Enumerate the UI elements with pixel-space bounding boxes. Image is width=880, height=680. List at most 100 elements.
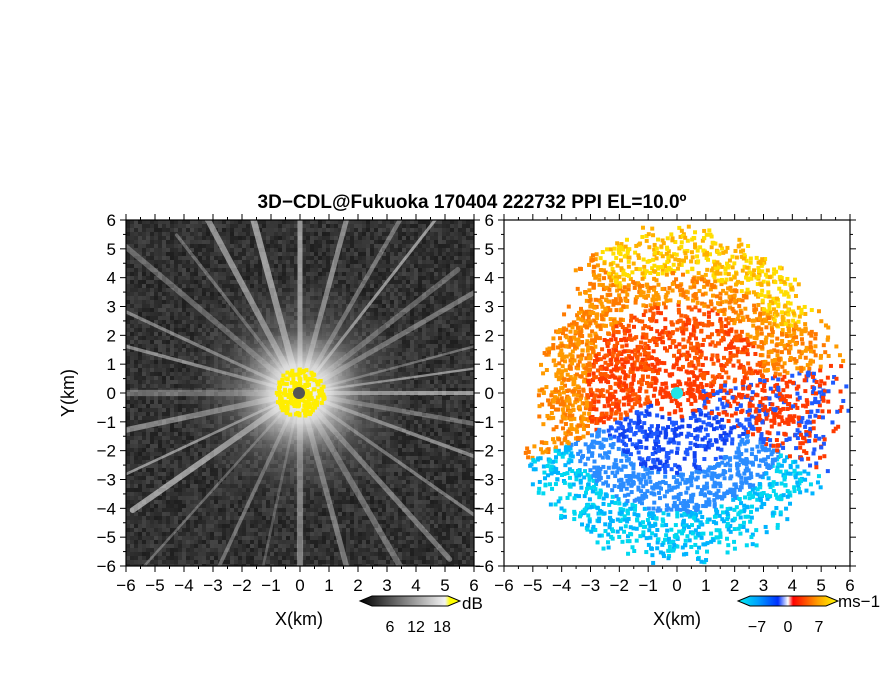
noise-cell: [158, 516, 162, 520]
noise-cell: [158, 544, 162, 548]
noise-cell: [130, 236, 134, 240]
noise-cell: [134, 564, 138, 566]
noise-cell: [234, 220, 238, 224]
noise-cell: [150, 292, 154, 296]
noise-cell: [162, 512, 166, 516]
noise-cell: [154, 236, 158, 240]
noise-cell: [138, 252, 142, 256]
noise-cell: [170, 544, 174, 548]
noise-cell: [154, 512, 158, 516]
noise-cell: [178, 432, 182, 436]
noise-cell: [230, 292, 234, 296]
noise-cell: [126, 440, 130, 444]
noise-cell: [134, 512, 138, 516]
noise-cell: [170, 536, 174, 540]
noise-cell: [222, 532, 226, 536]
noise-cell: [178, 480, 182, 484]
noise-cell: [302, 264, 306, 268]
noise-cell: [346, 252, 350, 256]
noise-cell: [246, 240, 250, 244]
figure-title: 3D−CDL@Fukuoka 170404 222732 PPI EL=10.0…: [258, 192, 687, 213]
noise-cell: [162, 508, 166, 512]
noise-cell: [142, 304, 146, 308]
noise-cell: [318, 232, 322, 236]
noise-cell: [214, 224, 218, 228]
noise-cell: [238, 520, 242, 524]
noise-cell: [214, 496, 218, 500]
noise-cell: [270, 548, 274, 552]
noise-cell: [154, 220, 158, 224]
noise-cell: [230, 496, 234, 500]
noise-cell: [218, 540, 222, 544]
noise-cell: [138, 412, 142, 416]
noise-cell: [186, 292, 190, 296]
noise-cell: [346, 544, 350, 548]
noise-cell: [274, 272, 278, 276]
noise-cell: [302, 528, 306, 532]
noise-cell: [130, 496, 134, 500]
noise-cell: [310, 524, 314, 528]
noise-cell: [214, 488, 218, 492]
noise-cell: [246, 500, 250, 504]
noise-cell: [142, 320, 146, 324]
noise-cell: [206, 524, 210, 528]
noise-cell: [138, 540, 142, 544]
noise-cell: [130, 404, 134, 408]
noise-cell: [274, 232, 278, 236]
noise-cell: [270, 536, 274, 540]
noise-cell: [174, 436, 178, 440]
noise-cell: [354, 248, 358, 252]
noise-cell: [134, 276, 138, 280]
noise-cell: [210, 556, 214, 560]
noise-cell: [170, 468, 174, 472]
noise-cell: [146, 556, 150, 560]
noise-cell: [162, 268, 166, 272]
noise-cell: [126, 456, 130, 460]
noise-cell: [178, 540, 182, 544]
noise-cell: [242, 236, 246, 240]
noise-cell: [222, 504, 226, 508]
noise-cell: [162, 324, 166, 328]
noise-cell: [190, 332, 194, 336]
noise-cell: [170, 532, 174, 536]
noise-cell: [222, 240, 226, 244]
noise-cell: [130, 316, 134, 320]
noise-cell: [194, 260, 198, 264]
noise-cell: [230, 504, 234, 508]
noise-cell: [302, 240, 306, 244]
noise-cell: [162, 456, 166, 460]
noise-cell: [150, 240, 154, 244]
noise-cell: [354, 252, 358, 256]
noise-cell: [262, 564, 266, 566]
noise-cell: [250, 524, 254, 528]
noise-cell: [170, 444, 174, 448]
noise-cell: [186, 316, 190, 320]
noise-cell: [166, 428, 170, 432]
noise-cell: [150, 296, 154, 300]
noise-cell: [174, 464, 178, 468]
noise-cell: [342, 228, 346, 232]
noise-cell: [142, 496, 146, 500]
noise-cell: [298, 556, 302, 560]
noise-cell: [134, 272, 138, 276]
noise-cell: [150, 464, 154, 468]
noise-cell: [218, 228, 222, 232]
noise-cell: [318, 528, 322, 532]
noise-cell: [162, 252, 166, 256]
noise-cell: [194, 292, 198, 296]
noise-cell: [134, 408, 138, 412]
noise-cell: [178, 228, 182, 232]
noise-cell: [138, 524, 142, 528]
noise-cell: [242, 260, 246, 264]
noise-cell: [134, 496, 138, 500]
noise-cell: [126, 236, 130, 240]
noise-cell: [150, 512, 154, 516]
noise-cell: [138, 548, 142, 552]
noise-cell: [258, 228, 262, 232]
noise-cell: [286, 248, 290, 252]
noise-cell: [206, 492, 210, 496]
noise-cell: [326, 240, 330, 244]
noise-cell: [158, 564, 162, 566]
noise-cell: [286, 548, 290, 552]
